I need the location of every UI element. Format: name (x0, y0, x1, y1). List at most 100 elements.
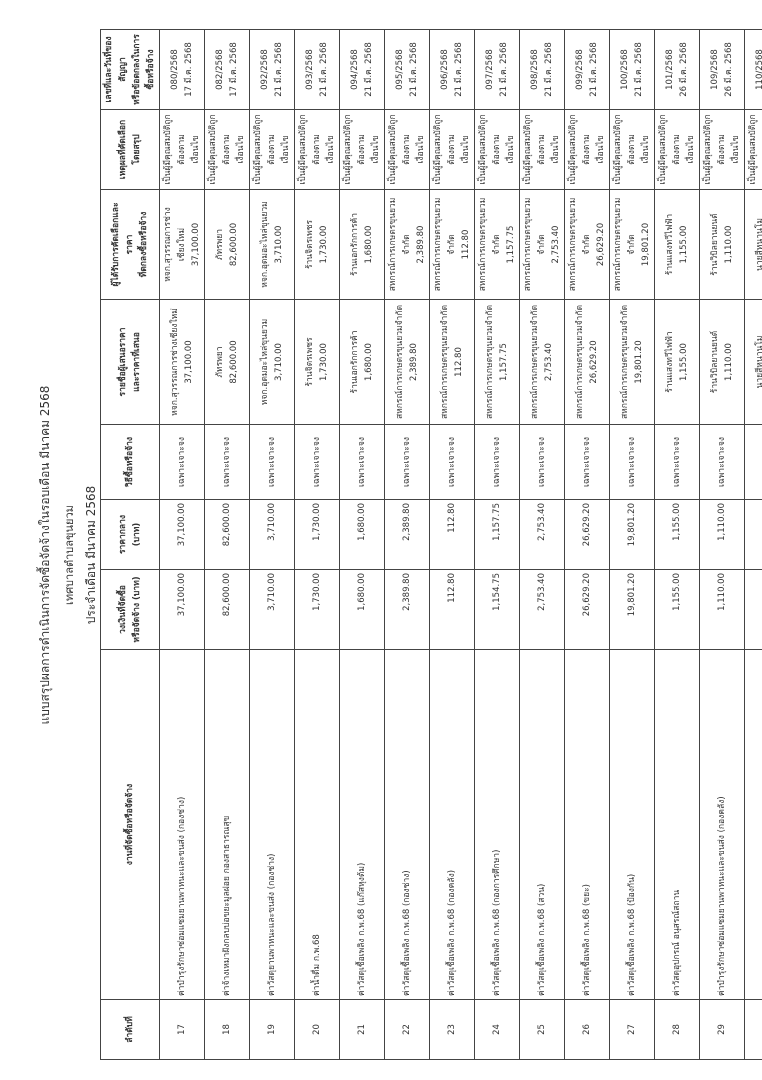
row-method: เฉพาะเจาะจง (744, 424, 762, 500)
row-no: 20 (294, 999, 340, 1060)
row-contract: 109/2568 26 มี.ค. 2568 (699, 29, 745, 110)
row-median-price: 600.00 (744, 499, 762, 570)
row-bidders: สหกรณ์การเกษตรขุนยวมจำกัด 1,157.75 (474, 299, 520, 425)
row-bidders: สหกรณ์การเกษตรขุนยวมจำกัด 2,753.40 (519, 299, 565, 425)
row-work: ค่าวัสดุเชื้อเพลิง ก.พ.68 (สวน) (519, 649, 565, 1000)
row-budget: 1,155.00 (654, 569, 700, 650)
document-title: แบบสรุปผลการดำเนินการจัดซื้อจัดจ้างในรอบ… (38, 385, 52, 725)
row-reason: เป็นผู้มีคุณสมบัติถูกต้องตามเงื่อนไข (519, 109, 565, 190)
header-median-price: ราคากลาง (บาท) (100, 499, 160, 570)
row-no: 17 (159, 999, 205, 1060)
row-work: ค่าบำรุงรักษาซ่อมแซมยานพาหนะและขนส่ง (กอ… (699, 649, 745, 1000)
row-method: เฉพาะเจาะจง (384, 424, 430, 500)
table-row: 25 ค่าวัสดุเชื้อเพลิง ก.พ.68 (สวน) 2,753.4… (519, 29, 565, 1060)
row-contract: 101/2568 26 มี.ค. 2568 (654, 29, 700, 110)
row-reason: เป็นผู้มีคุณสมบัติถูกต้องตามเงื่อนไข (699, 109, 745, 190)
row-median-price: 1,155.00 (654, 499, 700, 570)
row-budget: 3,710.00 (249, 569, 295, 650)
row-reason: เป็นผู้มีคุณสมบัติถูกต้องตามเงื่อนไข (294, 109, 340, 190)
row-work: ค่าวัสดุเชื้อเพลิง ก.พ.68 (กองคลัง) (429, 649, 475, 1000)
row-bidders: ภัทรพยา 82,600.00 (204, 299, 250, 425)
row-winner: สหกรณ์การเกษตรขุนยวมจำกัด 19,801.20 (609, 189, 655, 300)
row-work: ค่าวัสดุเชื้อเพลิง ก.พ.68 (แก๊สหุงต้ม) (339, 649, 385, 1000)
row-median-price: 3,710.00 (249, 499, 295, 570)
row-budget: 26,629.20 (564, 569, 610, 650)
row-bidders: ร้านจิตรเพชร 1,730.00 (294, 299, 340, 425)
table-row: 27 ค่าวัสดุเชื้อเพลิง ก.พ.68 (ป้องกัน) 19,… (609, 29, 655, 1060)
row-reason: เป็นผู้มีคุณสมบัติถูกต้องตามเงื่อนไข (564, 109, 610, 190)
row-budget: 82,600.00 (204, 569, 250, 650)
row-budget: 600.00 (744, 569, 762, 650)
row-budget: 2,389.80 (384, 569, 430, 650)
row-median-price: 1,110.00 (699, 499, 745, 570)
row-budget: 1,680.00 (339, 569, 385, 650)
row-winner: ร้านเอกรักการค้า 1,680.00 (339, 189, 385, 300)
table-row: 18 ค่าจ้างเหมาฝังกลบบ่อขยะมูลฝอย กองสาธาร… (204, 29, 250, 1060)
row-work: ค่าวัสดุเชื้อเพลิง ก.พ.68 (กองการศึกษา) (474, 649, 520, 1000)
row-contract: 100/2568 21 มี.ค. 2568 (609, 29, 655, 110)
row-winner: หจก.สุวรรณการช่างเชียงใหม่ 37,100.00 (159, 189, 205, 300)
row-winner: สหกรณ์การเกษตรขุนยวมจำกัด 2,753.40 (519, 189, 565, 300)
row-contract: 082/2568 17 มี.ค. 2568 (204, 29, 250, 110)
row-method: เฉพาะเจาะจง (474, 424, 520, 500)
header-work: งานที่จัดซื้อหรือจัดจ้าง (100, 649, 160, 1000)
table-row: 24 ค่าวัสดุเชื้อเพลิง ก.พ.68 (กองการศึกษา… (474, 29, 520, 1060)
row-work: ค่าวัสดุยานพาหนะและขนส่ง (กองช่าง) (249, 649, 295, 1000)
header-winner: ผู้ได้รับการคัดเลือกและราคา ที่ตกลงซื้อหร… (100, 189, 160, 300)
row-winner: หจก.อุดมอะไหล่ขุนยวม 3,710.00 (249, 189, 295, 300)
row-bidders: ร้านวิบิลยานยนต์ 1,110.00 (699, 299, 745, 425)
row-method: เฉพาะเจาะจง (429, 424, 475, 500)
row-no: 21 (339, 999, 385, 1060)
row-work: ค่าบำรุงรักษาซ่อมแซมยานพาหนะและขนส่ง (กอ… (159, 649, 205, 1000)
row-median-price: 2,753.40 (519, 499, 565, 570)
row-reason: เป็นผู้มีคุณสมบัติถูกต้องตามเงื่อนไข (249, 109, 295, 190)
row-work: ค่าวัสดุเชื้อเพลิง ก.พ.68 (กองช่าง) (384, 649, 430, 1000)
row-no: 25 (519, 999, 565, 1060)
row-method: เฉพาะเจาะจง (339, 424, 385, 500)
row-winner: สหกรณ์การเกษตรขุนยวมจำกัด 1,157.75 (474, 189, 520, 300)
row-median-price: 2,389.80 (384, 499, 430, 570)
row-budget: 19,801.20 (609, 569, 655, 650)
table-row: 29 ค่าบำรุงรักษาซ่อมแซมยานพาหนะและขนส่ง (… (699, 29, 745, 1060)
header-reason: เหตุผลที่คัดเลือก โดยสรุป (100, 109, 160, 190)
row-reason: เป็นผู้มีคุณสมบัติถูกต้องตามเงื่อนไข (654, 109, 700, 190)
row-no: 23 (429, 999, 475, 1060)
row-winner: ร้านจิตรเพชร 1,730.00 (294, 189, 340, 300)
organization-name: เทศบาลตำบลขุนยวม (63, 505, 76, 605)
header-no: ลำดับที่ (100, 999, 160, 1060)
row-no: 26 (564, 999, 610, 1060)
table-row: 30ค่าบำรุงรักษาซ่อมแซมยานพาหนะและขนส่ง (… (744, 29, 762, 1060)
report-period: ประจำเดือน มีนาคม 2568 (84, 485, 98, 625)
row-reason: เป็นผู้มีคุณสมบัติถูกต้องตามเงื่อนไข (384, 109, 430, 190)
row-no: 30 (744, 999, 762, 1060)
table-row: 22 ค่าวัสดุเชื้อเพลิง ก.พ.68 (กองช่าง) 2,3… (384, 29, 430, 1060)
row-winner: ร้านแสงทวีไฟฟ้า 1,155.00 (654, 189, 700, 300)
row-reason: เป็นผู้มีคุณสมบัติถูกต้องตามเงื่อนไข (609, 109, 655, 190)
row-contract: 096/2568 21 มี.ค. 2568 (429, 29, 475, 110)
row-contract: 080/2568 17 มี.ค. 2568 (159, 29, 205, 110)
row-contract: 098/2568 21 มี.ค. 2568 (519, 29, 565, 110)
row-budget: 112.80 (429, 569, 475, 650)
row-contract: 099/2568 21 มี.ค. 2568 (564, 29, 610, 110)
row-method: เฉพาะเจาะจง (294, 424, 340, 500)
row-reason: เป็นผู้มีคุณสมบัติถูกต้องตามเงื่อนไข (474, 109, 520, 190)
table-row: 23 ค่าวัสดุเชื้อเพลิง ก.พ.68 (กองคลัง) 112… (429, 29, 475, 1060)
row-no: 19 (249, 999, 295, 1060)
row-winner: นายสีหนานโม600.00 (744, 189, 762, 300)
row-reason: เป็นผู้มีคุณสมบัติถูกต้องตามเงื่อนไข (204, 109, 250, 190)
row-median-price: 1,157.75 (474, 499, 520, 570)
header-contract: เลขที่และวันที่ของสัญญา หรือข้อตกลงในการซ… (100, 29, 160, 110)
row-method: เฉพาะเจาะจง (519, 424, 565, 500)
row-median-price: 1,730.00 (294, 499, 340, 570)
row-work: ค่าวัสดุอุปกรณ์ อนุสรณ์สถาน (654, 649, 700, 1000)
header-bidders: รายชื่อผู้เสนอราคา และราคาที่เสนอ (100, 299, 160, 425)
row-bidders: สหกรณ์การเกษตรขุนยวมจำกัด 112.80 (429, 299, 475, 425)
row-contract: 094/2568 21 มี.ค. 2568 (339, 29, 385, 110)
row-work: ค่าน้ำดื่ม ก.พ.68 (294, 649, 340, 1000)
row-budget: 1,110.00 (699, 569, 745, 650)
row-bidders: หจก.อุดมอะไหล่ขุนยวม 3,710.00 (249, 299, 295, 425)
row-work: ค่าบำรุงรักษาซ่อมแซมยานพาหนะและขนส่ง (รถ… (744, 649, 762, 1000)
